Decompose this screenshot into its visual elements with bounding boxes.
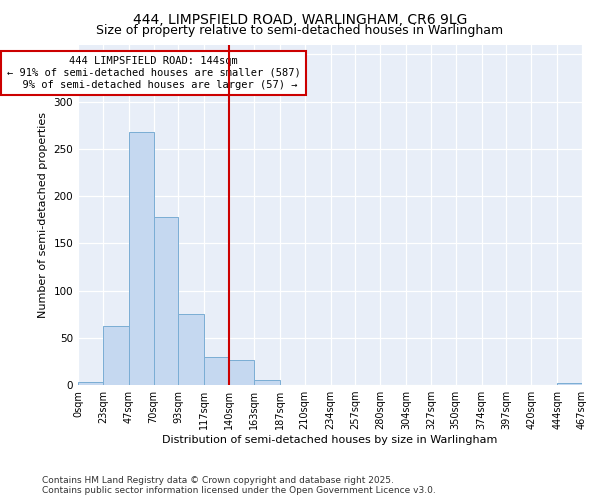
Bar <box>129 132 154 385</box>
Bar <box>178 314 204 385</box>
Bar <box>154 217 178 385</box>
Bar <box>103 326 129 385</box>
X-axis label: Distribution of semi-detached houses by size in Warlingham: Distribution of semi-detached houses by … <box>163 435 497 445</box>
Bar <box>229 360 254 385</box>
Text: Contains HM Land Registry data © Crown copyright and database right 2025.
Contai: Contains HM Land Registry data © Crown c… <box>42 476 436 495</box>
Text: 444, LIMPSFIELD ROAD, WARLINGHAM, CR6 9LG: 444, LIMPSFIELD ROAD, WARLINGHAM, CR6 9L… <box>133 12 467 26</box>
Bar <box>78 382 103 385</box>
Bar <box>557 383 582 385</box>
Text: 444 LIMPSFIELD ROAD: 144sqm
← 91% of semi-detached houses are smaller (587)
  9%: 444 LIMPSFIELD ROAD: 144sqm ← 91% of sem… <box>7 56 301 90</box>
Y-axis label: Number of semi-detached properties: Number of semi-detached properties <box>38 112 48 318</box>
Text: Size of property relative to semi-detached houses in Warlingham: Size of property relative to semi-detach… <box>97 24 503 37</box>
Bar <box>204 356 229 385</box>
Bar <box>254 380 280 385</box>
